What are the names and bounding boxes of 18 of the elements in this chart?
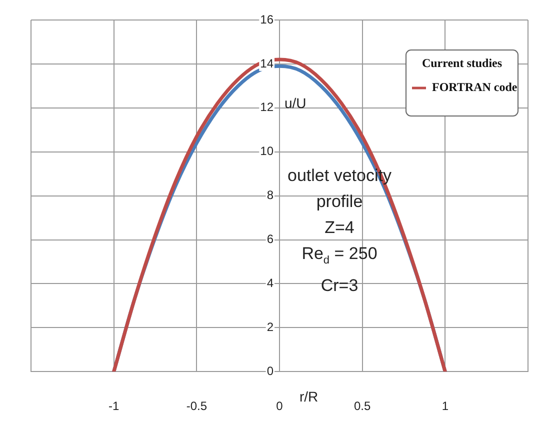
x-tick-label: 1 [442, 399, 449, 414]
legend-title: Current studies [422, 56, 502, 70]
y-axis-title: u/U [284, 95, 306, 112]
y-tick-label: 16 [260, 12, 274, 26]
y-tick-label: 6 [266, 232, 274, 246]
y-tick-label: 10 [260, 144, 274, 158]
y-tick-label: 0 [266, 364, 274, 378]
x-tick-label: -1 [108, 399, 120, 414]
x-tick-label: -0.5 [186, 399, 208, 414]
y-tick-label: 12 [260, 100, 274, 114]
y-tick-label: 8 [266, 188, 274, 202]
x-tick-label: 0 [276, 399, 284, 414]
y-tick-label: 14 [260, 56, 274, 70]
x-axis-title: r/R [300, 388, 318, 404]
legend-label: FORTRAN code [432, 80, 518, 94]
y-tick-label: 4 [266, 276, 274, 290]
y-tick-label: 2 [266, 320, 274, 334]
x-tick-label: 0.5 [354, 399, 371, 414]
